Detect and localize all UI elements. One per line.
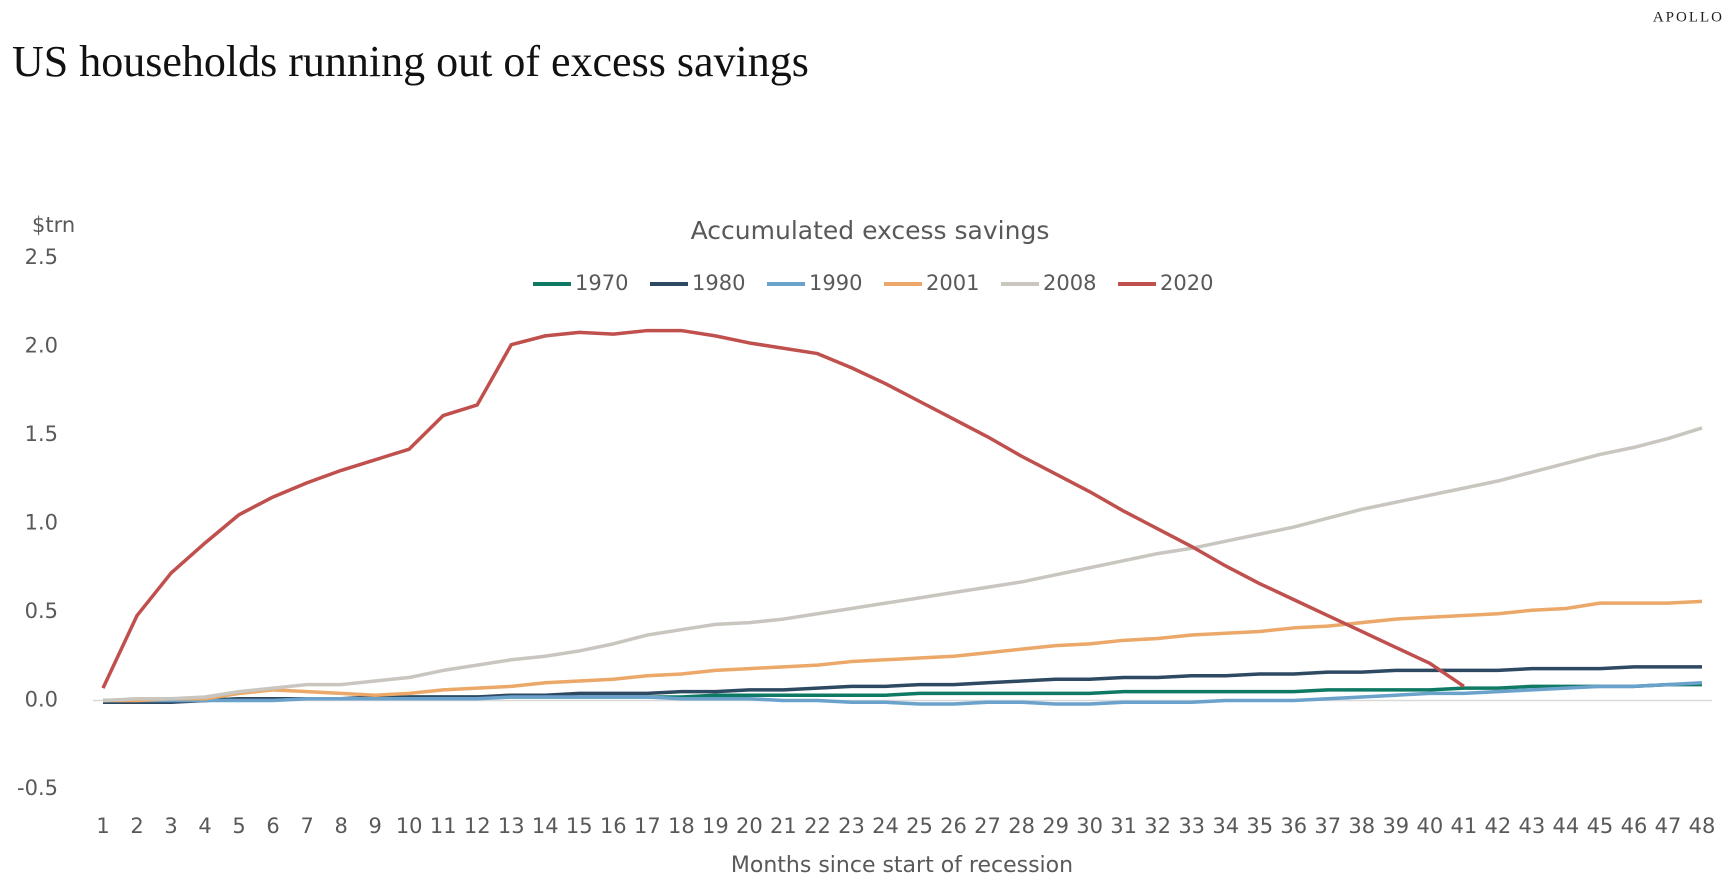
x-tick-label: 33 — [1178, 814, 1205, 838]
legend-label: 1990 — [809, 271, 862, 295]
x-tick-label: 12 — [464, 814, 491, 838]
x-tick-label: 34 — [1212, 814, 1239, 838]
x-tick-label: 45 — [1587, 814, 1614, 838]
x-axis-title: Months since start of recession — [731, 853, 1073, 878]
chart-subtitle: Accumulated excess savings — [691, 216, 1050, 245]
x-tick-label: 43 — [1519, 814, 1546, 838]
x-tick-label: 21 — [770, 814, 797, 838]
x-tick-label: 23 — [838, 814, 865, 838]
x-tick-label: 5 — [232, 814, 245, 838]
y-tick-label: 0.0 — [25, 688, 58, 712]
x-tick-label: 22 — [804, 814, 831, 838]
y-tick-label: 2.5 — [25, 245, 58, 269]
x-tick-label: 1 — [96, 814, 109, 838]
x-tick-label: 9 — [368, 814, 381, 838]
y-axis-title: $trn — [32, 213, 75, 237]
legend-label: 2008 — [1043, 271, 1096, 295]
x-tick-label: 36 — [1280, 814, 1307, 838]
x-tick-label: 39 — [1382, 814, 1409, 838]
series-line — [103, 681, 1703, 706]
y-tick-label: 1.5 — [25, 422, 58, 446]
x-tick-label: 17 — [634, 814, 661, 838]
brand: APOLLO — [1653, 9, 1724, 25]
x-tick-label: 24 — [872, 814, 899, 838]
x-tick-label: 7 — [300, 814, 313, 838]
x-tick-label: 8 — [334, 814, 347, 838]
x-tick-label: 27 — [974, 814, 1001, 838]
y-tick-label: 1.0 — [25, 511, 58, 535]
y-tick-label: -0.5 — [17, 776, 58, 800]
x-tick-label: 3 — [164, 814, 177, 838]
series-line — [102, 426, 1703, 703]
legend-label: 1970 — [575, 271, 628, 295]
x-tick-label: 48 — [1689, 814, 1716, 838]
x-tick-label: 37 — [1314, 814, 1341, 838]
x-tick-label: 4 — [198, 814, 211, 838]
y-tick-label: 2.0 — [25, 334, 58, 358]
x-tick-label: 35 — [1246, 814, 1273, 838]
x-tick-label: 29 — [1042, 814, 1069, 838]
x-tick-label: 32 — [1144, 814, 1171, 838]
x-tick-label: 6 — [266, 814, 279, 838]
x-tick-label: 41 — [1450, 814, 1477, 838]
x-tick-label: 38 — [1348, 814, 1375, 838]
x-tick-label: 20 — [736, 814, 763, 838]
legend-label: 2020 — [1160, 271, 1213, 295]
x-tick-label: 42 — [1485, 814, 1512, 838]
series-line — [103, 599, 1703, 703]
x-tick-label: 44 — [1553, 814, 1580, 838]
legend-label: 1980 — [692, 271, 745, 295]
x-tick-label: 19 — [702, 814, 729, 838]
x-tick-label: 14 — [532, 814, 559, 838]
x-tick-label: 13 — [498, 814, 525, 838]
y-tick-label: 0.5 — [25, 599, 58, 623]
x-tick-label: 26 — [940, 814, 967, 838]
x-tick-label: 31 — [1110, 814, 1137, 838]
x-tick-label: 10 — [396, 814, 423, 838]
x-tick-label: 2 — [130, 814, 143, 838]
x-tick-label: 18 — [668, 814, 695, 838]
x-tick-label: 25 — [906, 814, 933, 838]
series-line — [101, 328, 1465, 689]
x-tick-label: 15 — [566, 814, 593, 838]
x-tick-label: 46 — [1621, 814, 1648, 838]
x-tick-label: 30 — [1076, 814, 1103, 838]
legend-label: 2001 — [926, 271, 979, 295]
x-tick-label: 47 — [1655, 814, 1682, 838]
x-tick-label: 28 — [1008, 814, 1035, 838]
chart-title: US households running out of excess savi… — [12, 37, 809, 86]
x-tick-label: 11 — [430, 814, 457, 838]
x-tick-label: 40 — [1416, 814, 1443, 838]
x-tick-label: 16 — [600, 814, 627, 838]
